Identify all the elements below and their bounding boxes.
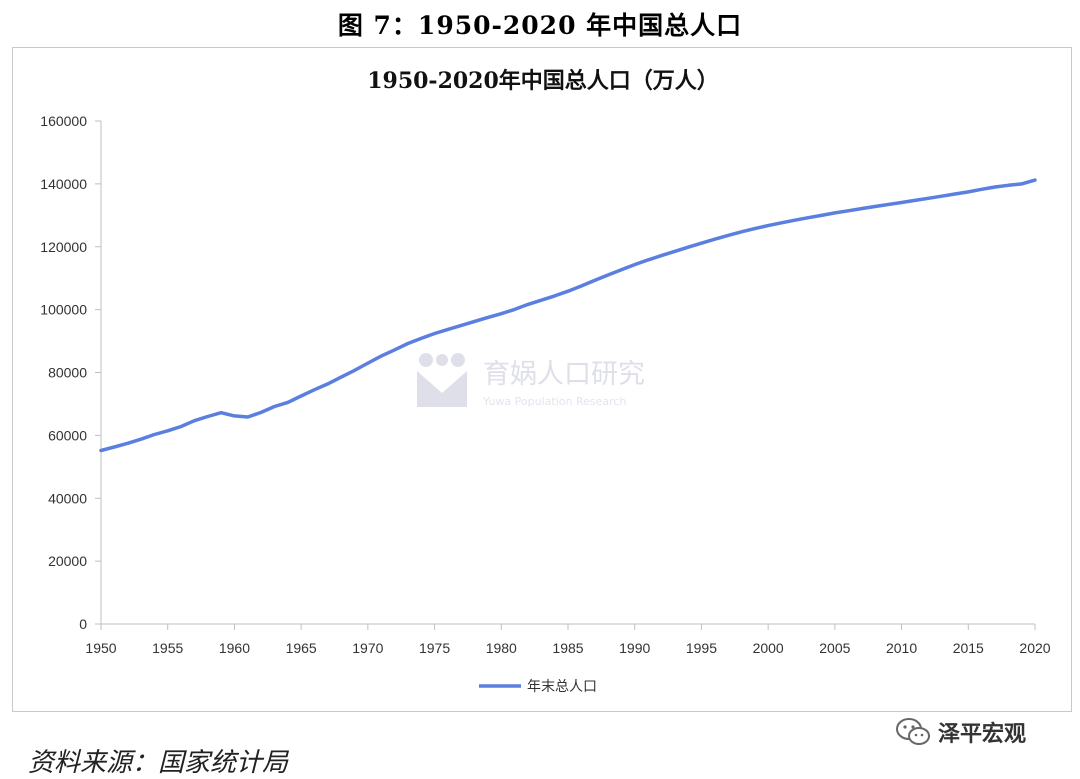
- x-tick-label: 2020: [1019, 640, 1050, 656]
- chart-container: 1950-2020年中国总人口（万人） 0 20000 40000 60000 80000…: [12, 47, 1072, 712]
- y-tick-label: 20000: [48, 553, 87, 569]
- line-chart: 1950-2020年中国总人口（万人） 0 20000 40000 60000 80000…: [40, 68, 1050, 695]
- chart-title: 1950-2020年中国总人口（万人）: [367, 68, 719, 94]
- source-note: 资料来源：国家统计局: [28, 748, 289, 778]
- x-tick-label: 2010: [886, 640, 917, 656]
- y-tick-label: 0: [79, 616, 87, 632]
- y-tick-label: 40000: [48, 490, 87, 506]
- legend-label: 年末总人口: [527, 679, 597, 695]
- series-line: [99, 178, 1037, 453]
- brand-name: 泽平宏观: [938, 722, 1027, 747]
- x-tick-label: 1995: [686, 640, 717, 656]
- figure-title: 图 7：1950-2020 年中国总人口: [337, 11, 743, 40]
- x-tick-label: 1980: [486, 640, 517, 656]
- x-tick-label: 1985: [552, 640, 583, 656]
- x-tick-label: 1965: [286, 640, 317, 656]
- y-tick-label: 160000: [40, 113, 87, 129]
- x-tick-label: 2000: [753, 640, 784, 656]
- y-tick-label: 100000: [40, 302, 87, 318]
- x-tick-label: 1960: [219, 640, 250, 656]
- x-tick-label: 2005: [819, 640, 850, 656]
- y-tick-label: 140000: [40, 176, 87, 192]
- y-tick-label: 80000: [48, 365, 87, 381]
- x-tick-label: 1970: [352, 640, 383, 656]
- x-tick-label: 1990: [619, 640, 650, 656]
- x-tick-label: 2015: [953, 640, 984, 656]
- y-tick-label: 120000: [40, 239, 87, 255]
- y-tick-label: 60000: [48, 427, 87, 443]
- x-tick-label: 1955: [152, 640, 183, 656]
- x-tick-label: 1950: [85, 640, 116, 656]
- x-tick-label: 1975: [419, 640, 450, 656]
- brand: 泽平宏观: [896, 714, 1026, 750]
- wechat-icon: [896, 718, 930, 745]
